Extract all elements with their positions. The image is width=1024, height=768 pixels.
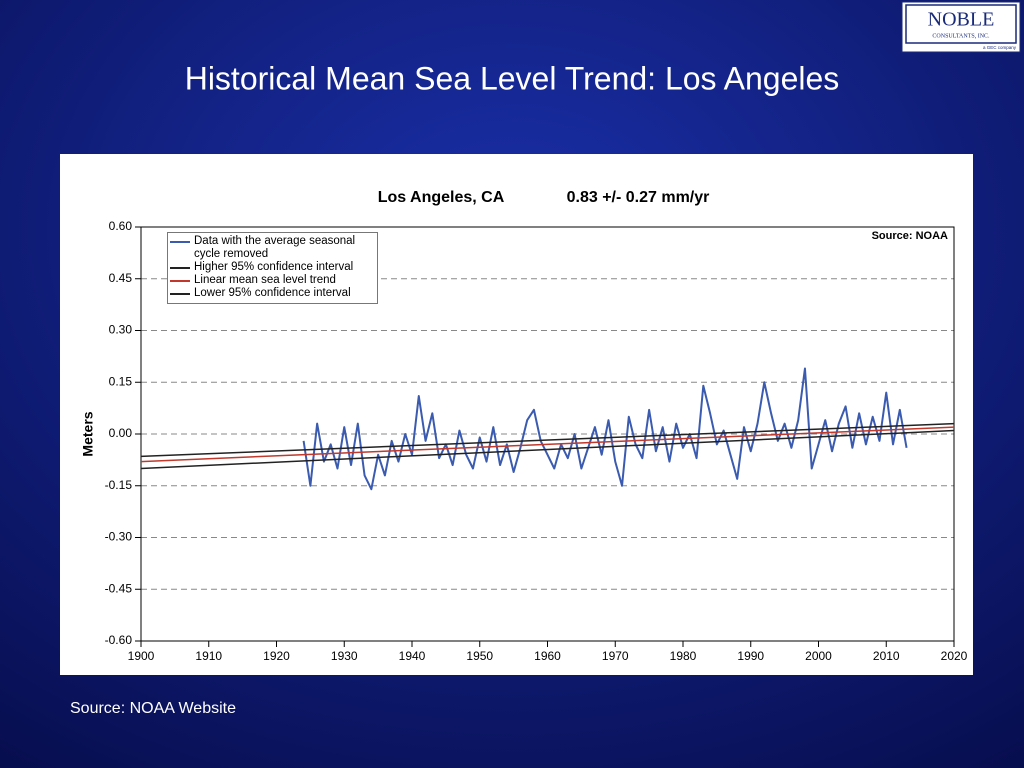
x-tick-label: 1960: [534, 649, 561, 663]
legend: Data with the average seasonal cycle rem…: [167, 232, 378, 304]
y-tick-label: 0.60: [109, 219, 133, 233]
legend-label: Higher 95% confidence interval: [194, 261, 354, 273]
legend-swatch: [170, 267, 190, 269]
x-tick-label: 1900: [128, 649, 155, 663]
annotation: Source: NOAA: [872, 230, 948, 242]
legend-item: Higher 95% confidence interval: [170, 261, 375, 274]
legend-swatch: [170, 280, 190, 282]
x-tick-label: 2000: [805, 649, 832, 663]
series-line: [140, 429, 955, 470]
y-tick-label: -0.60: [105, 633, 133, 647]
slide-title: Historical Mean Sea Level Trend: Los Ang…: [185, 60, 840, 96]
x-tick-label: 1990: [737, 649, 764, 663]
plot-frame: [140, 226, 955, 642]
x-tick-label: 1920: [263, 649, 290, 663]
x-tick-label: 1930: [331, 649, 358, 663]
legend-item: Data with the average seasonal cycle rem…: [170, 235, 375, 261]
y-axis-label: Meters: [80, 411, 96, 456]
legend-item: Lower 95% confidence interval: [170, 287, 375, 300]
y-tick-label: 0.15: [109, 374, 133, 388]
legend-label: Data with the average seasonal cycle rem…: [194, 235, 356, 260]
series-line: [140, 426, 955, 463]
x-tick-label: 1940: [399, 649, 426, 663]
x-tick-label: 1980: [670, 649, 697, 663]
legend-label: Lower 95% confidence interval: [194, 287, 351, 299]
y-tick-label: -0.30: [105, 530, 133, 544]
x-tick-label: 1970: [602, 649, 629, 663]
x-tick-label: 2020: [941, 649, 968, 663]
chart-subtitle: 0.83 +/- 0.27 mm/yr: [567, 189, 710, 206]
y-tick-label: -0.15: [105, 478, 133, 492]
y-tick-label: 0.00: [109, 426, 133, 440]
logo-note: a GEC company: [983, 45, 1017, 50]
legend-item: Linear mean sea level trend: [170, 274, 375, 287]
x-tick-label: 2010: [873, 649, 900, 663]
series-line: [140, 422, 955, 458]
logo-tagline: CONSULTANTS, INC.: [932, 33, 990, 39]
x-tick-label: 1950: [466, 649, 493, 663]
x-tick-label: 1910: [195, 649, 222, 663]
y-tick-label: 0.45: [109, 271, 133, 285]
logo-frame: [905, 4, 1017, 44]
legend-label: Linear mean sea level trend: [194, 274, 336, 286]
chart-title: Los Angeles, CA: [378, 189, 505, 206]
legend-swatch: [170, 241, 190, 243]
source-note: Source: NOAA Website: [70, 700, 236, 717]
logo-name: NOBLE: [928, 9, 995, 31]
y-tick-label: 0.30: [109, 323, 133, 337]
y-tick-label: -0.45: [105, 581, 133, 595]
legend-swatch: [170, 293, 190, 295]
